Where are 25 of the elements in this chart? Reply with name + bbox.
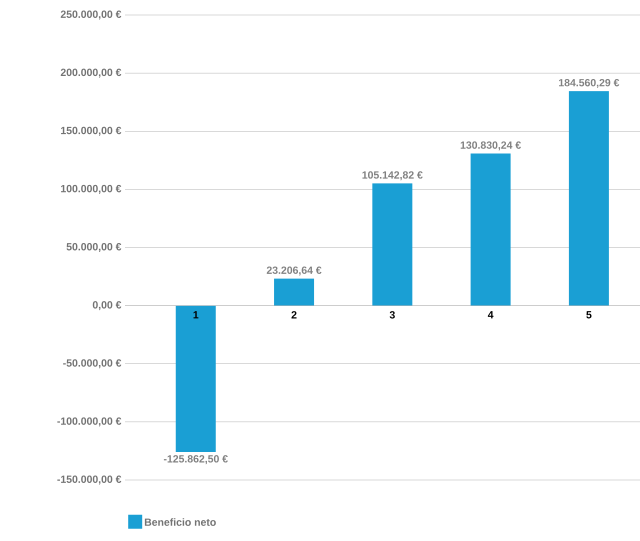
data-label: -125.862,50 €	[164, 455, 228, 464]
y-tick-label: 0,00 €	[92, 301, 122, 310]
data-label: 105.142,82 €	[362, 171, 423, 180]
y-tick-label: -100.000,00 €	[57, 417, 122, 426]
bar	[176, 306, 216, 452]
x-tick-label: 5	[586, 311, 592, 318]
x-tick-label: 3	[390, 311, 395, 319]
y-tick-label: -50.000,00 €	[63, 359, 122, 368]
y-tick-label: 150.000,00 €	[61, 126, 122, 136]
bar	[274, 278, 314, 306]
y-tick-label: 250.000,00 €	[60, 10, 122, 20]
y-tick-label: -150.000,00 €	[57, 476, 122, 484]
x-tick-label: 4	[488, 311, 494, 318]
y-tick-label: 50.000,00 €	[66, 243, 122, 252]
bar	[568, 91, 609, 306]
legend-label: Beneficio neto	[144, 518, 216, 526]
y-tick-label: 100.000,00 €	[61, 184, 122, 194]
bar	[372, 183, 412, 306]
data-label: 184.560,29 €	[559, 78, 620, 88]
y-tick-label: 200.000,00 €	[60, 68, 122, 78]
x-tick-label: 1	[194, 311, 198, 318]
x-tick-label: 2	[292, 311, 297, 318]
data-label: 23.206,64 €	[266, 266, 322, 276]
data-label: 130.830,24 €	[460, 141, 521, 150]
bar	[470, 154, 511, 306]
